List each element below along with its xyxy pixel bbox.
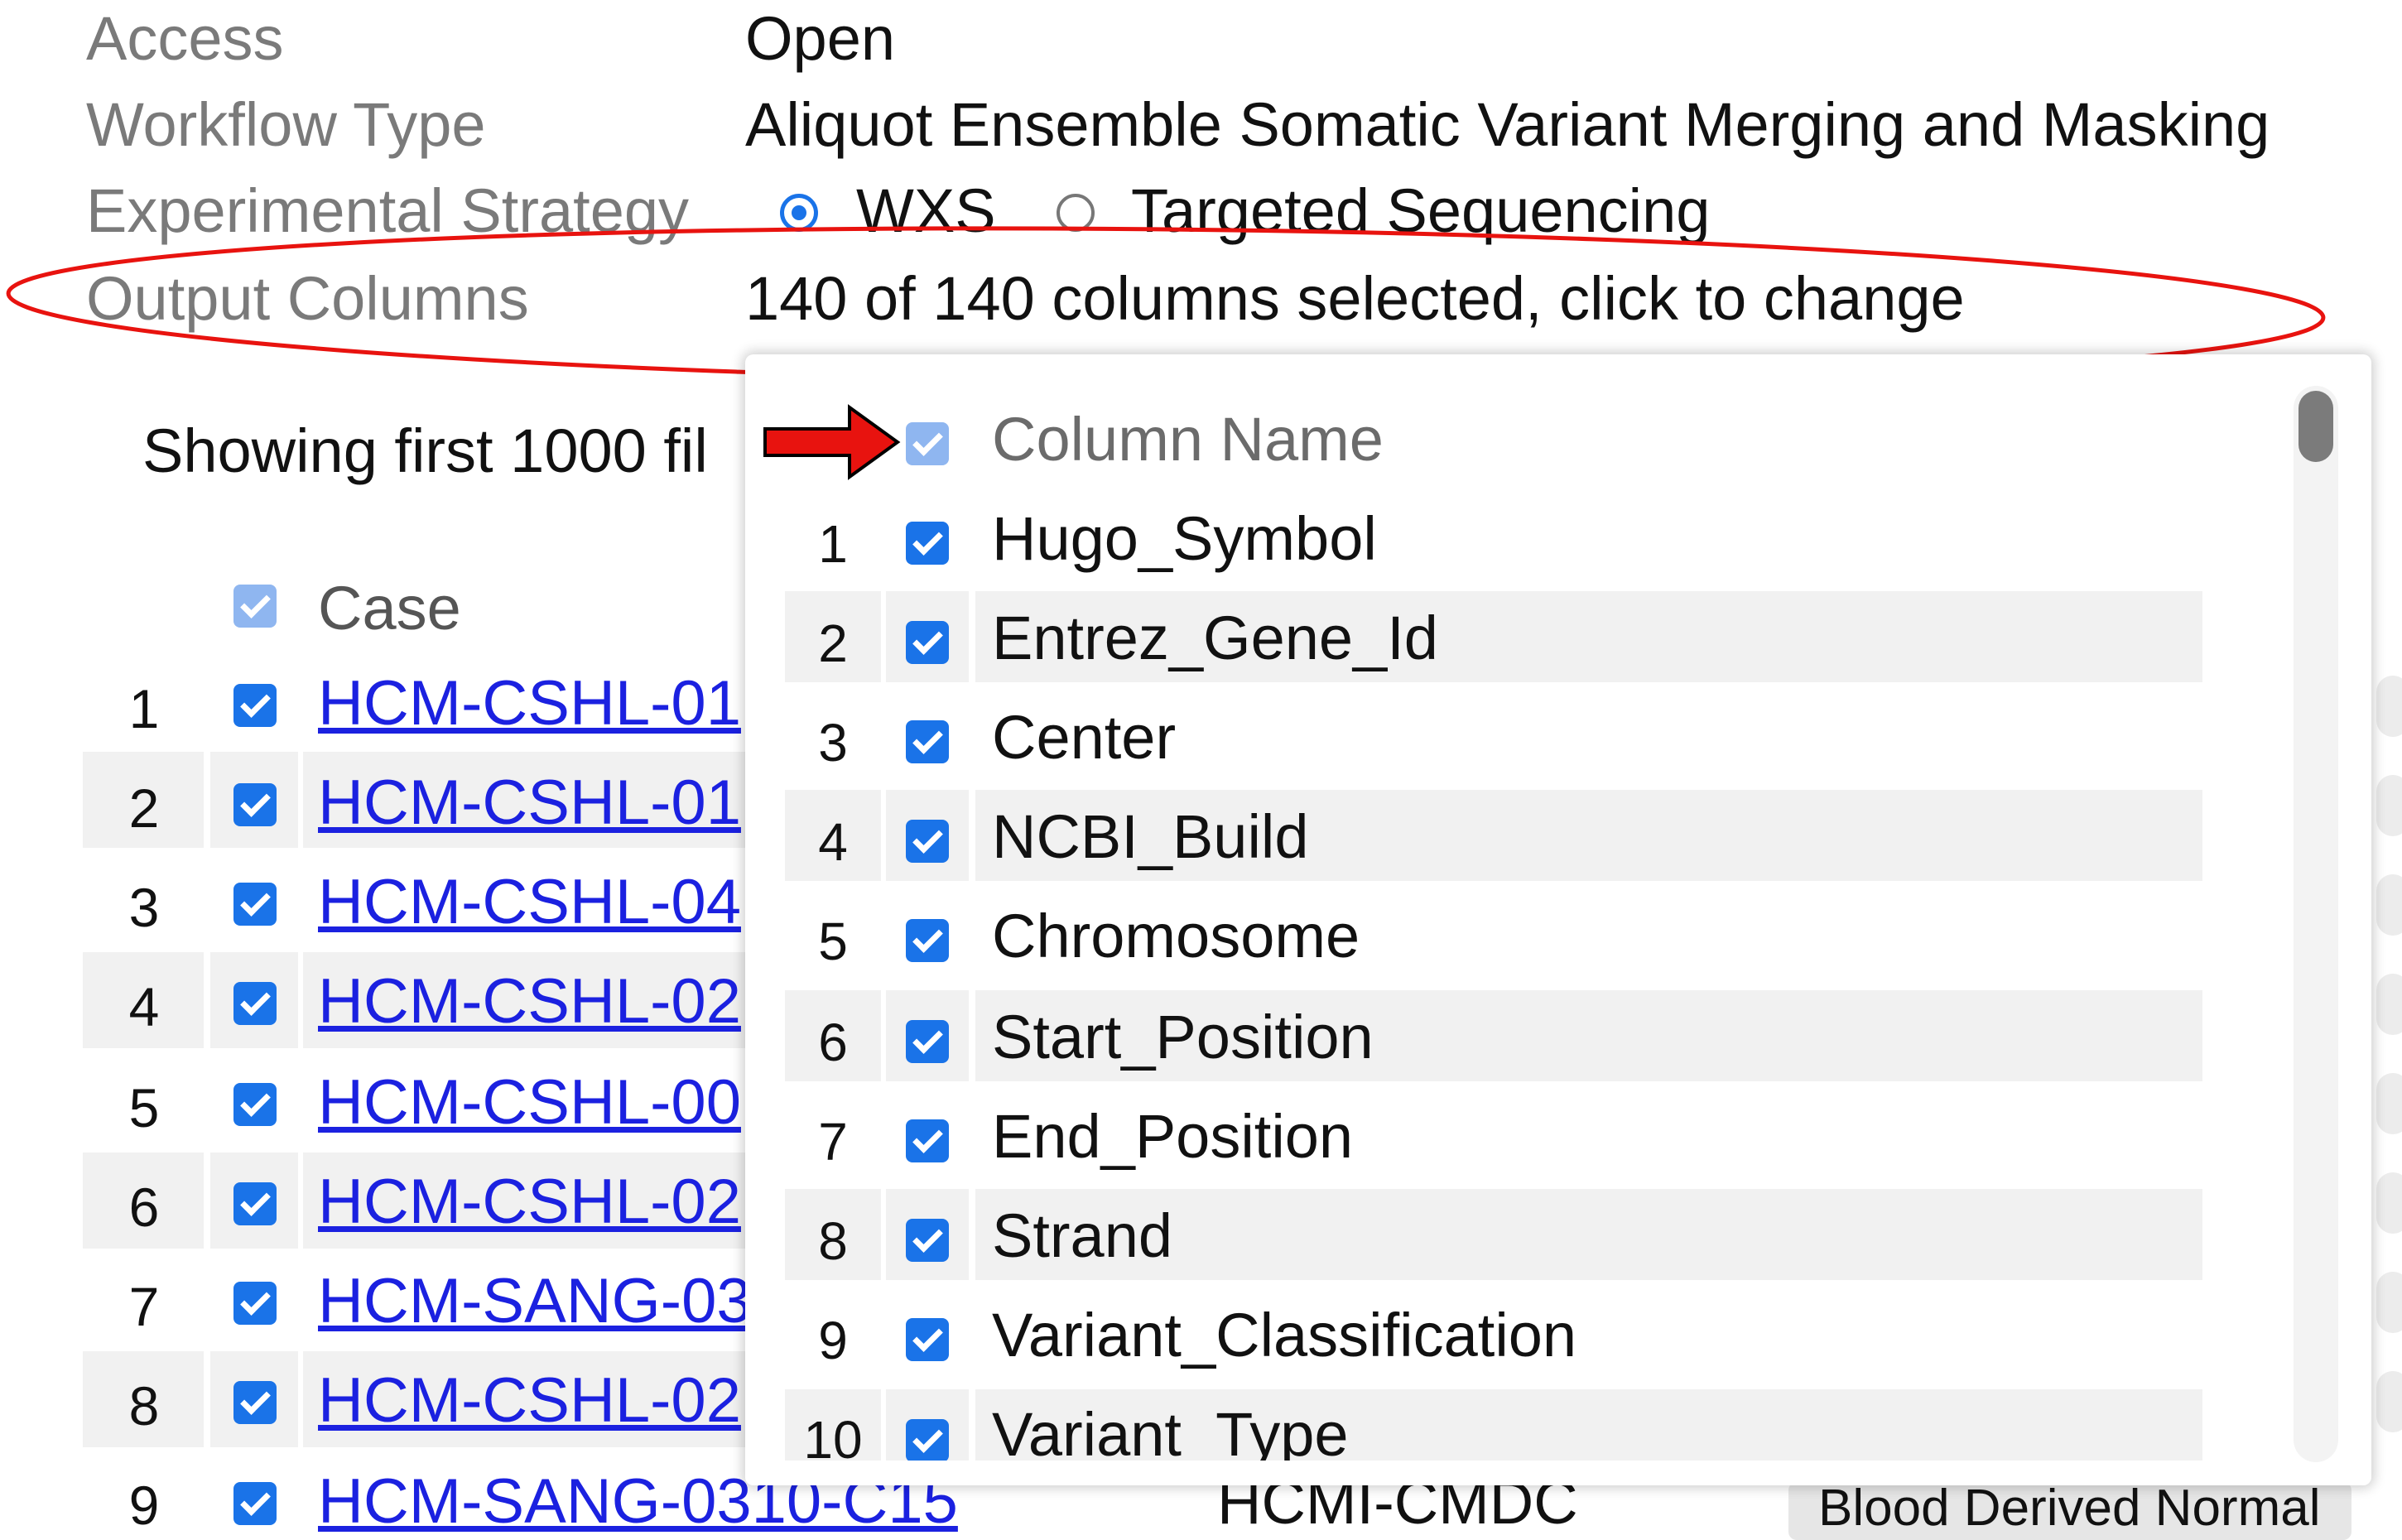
column-number: 3 [818, 713, 848, 772]
column-number: 6 [818, 1013, 848, 1072]
column-checkbox[interactable] [906, 522, 949, 565]
column-number: 8 [818, 1211, 848, 1271]
case-link[interactable]: HCM-SANG-03 [318, 1266, 752, 1336]
column-checkbox[interactable] [906, 1119, 949, 1162]
column-name: Center [992, 703, 1177, 772]
edge-pill [2376, 974, 2402, 1035]
row-checkbox[interactable] [233, 982, 277, 1025]
row-number: 5 [128, 1077, 160, 1138]
column-checkbox[interactable] [906, 820, 949, 863]
row-number: 9 [128, 1475, 160, 1536]
popup-scrollbar-track[interactable] [2294, 386, 2338, 1462]
row-checkbox[interactable] [233, 1182, 277, 1225]
column-checkbox[interactable] [906, 1318, 949, 1361]
showing-files-text: Showing first 1000 fil [142, 416, 708, 485]
column-picker-popup: Column Name 1 Hugo_Symbol 2 Entrez_Gene_… [745, 354, 2371, 1485]
access-value: Open [745, 4, 896, 73]
edge-pill [2376, 775, 2402, 836]
column-name-header: Column Name [992, 405, 1384, 474]
column-number: 4 [818, 812, 848, 872]
strategy-radio-targeted-sequencing[interactable] [1057, 194, 1095, 232]
case-link[interactable]: HCM-CSHL-01 [318, 768, 741, 838]
column-number: 10 [803, 1410, 863, 1470]
edge-pill [2376, 1272, 2402, 1333]
row-checkbox[interactable] [233, 783, 277, 826]
column-checkbox[interactable] [906, 1419, 949, 1462]
column-number: 7 [818, 1112, 848, 1172]
case-link[interactable]: HCM-CSHL-04 [318, 867, 741, 937]
column-name: Start_Position [992, 1003, 1374, 1071]
row-number: 4 [128, 976, 160, 1037]
row-checkbox[interactable] [233, 684, 277, 727]
column-checkbox[interactable] [906, 919, 949, 962]
sample-type-text: Blood Derived Normal [1818, 1480, 2321, 1537]
select-all-columns-checkbox[interactable] [906, 422, 949, 465]
row-number: 8 [128, 1375, 160, 1437]
case-column-header: Case [318, 574, 461, 642]
column-checkbox[interactable] [906, 1020, 949, 1063]
edge-pill [2376, 676, 2402, 737]
edge-pill [2376, 874, 2402, 936]
popup-bottom-edge [745, 1461, 2371, 1485]
case-link[interactable]: HCM-CSHL-02 [318, 1167, 741, 1237]
column-name: Variant_Classification [992, 1301, 1577, 1369]
column-name: Entrez_Gene_Id [992, 604, 1438, 672]
column-checkbox[interactable] [906, 621, 949, 664]
row-checkbox[interactable] [233, 1083, 277, 1126]
access-label: Access [86, 4, 284, 73]
edge-pill [2376, 1073, 2402, 1134]
column-name: Variant_Type [992, 1400, 1349, 1469]
column-number: 9 [818, 1311, 848, 1370]
column-number: 5 [818, 912, 848, 971]
strategy-option-wxs-label[interactable]: WXS [856, 176, 996, 245]
popup-scrollbar-thumb[interactable] [2299, 391, 2333, 462]
edge-pill [2376, 1371, 2402, 1432]
row-checkbox[interactable] [233, 1282, 277, 1325]
row-number: 6 [128, 1177, 160, 1238]
case-link[interactable]: HCM-CSHL-02 [318, 1365, 741, 1436]
case-link[interactable]: HCM-CSHL-01 [318, 668, 741, 739]
row-number: 7 [128, 1276, 160, 1337]
column-name: NCBI_Build [992, 802, 1309, 871]
column-name: End_Position [992, 1102, 1354, 1171]
row-checkbox[interactable] [233, 1482, 277, 1525]
workflow-type-value: Aliquot Ensemble Somatic Variant Merging… [745, 90, 2270, 159]
row-checkbox[interactable] [233, 1381, 277, 1424]
column-name: Chromosome [992, 902, 1360, 970]
case-link[interactable]: HCM-CSHL-00 [318, 1067, 741, 1138]
column-checkbox[interactable] [906, 720, 949, 763]
row-number: 2 [128, 777, 160, 839]
column-checkbox[interactable] [906, 1219, 949, 1262]
row-number: 3 [128, 877, 160, 938]
column-name: Strand [992, 1201, 1173, 1270]
row-checkbox[interactable] [233, 883, 277, 926]
output-columns-label: Output Columns [86, 264, 529, 333]
column-number: 2 [818, 614, 848, 673]
row-number: 1 [128, 678, 160, 739]
select-all-cases-checkbox[interactable] [233, 585, 277, 628]
workflow-type-label: Workflow Type [86, 90, 486, 159]
column-name: Hugo_Symbol [992, 504, 1377, 573]
red-arrow-icon [763, 404, 901, 480]
column-number: 1 [818, 514, 848, 574]
edge-pill [2376, 1172, 2402, 1234]
output-columns-selector[interactable]: 140 of 140 columns selected, click to ch… [745, 264, 1965, 333]
case-link[interactable]: HCM-CSHL-02 [318, 966, 741, 1037]
